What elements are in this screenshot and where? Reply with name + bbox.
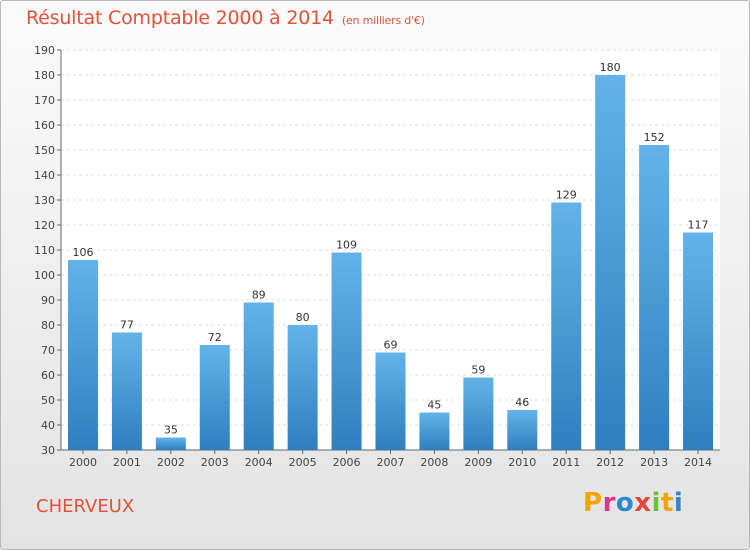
x-tick-label: 2011 bbox=[552, 456, 580, 469]
x-tick-label: 2008 bbox=[420, 456, 448, 469]
x-tick-label: 2001 bbox=[113, 456, 141, 469]
bar-2005 bbox=[287, 325, 318, 450]
value-label: 106 bbox=[72, 246, 93, 259]
value-label: 77 bbox=[120, 319, 134, 332]
logo-letter: o bbox=[615, 488, 635, 518]
bar-2003 bbox=[199, 345, 230, 450]
value-label: 59 bbox=[471, 364, 485, 377]
y-tick-label: 180 bbox=[34, 69, 55, 82]
bar-2006 bbox=[331, 252, 362, 450]
x-tick-label: 2009 bbox=[464, 456, 492, 469]
value-label: 80 bbox=[296, 311, 310, 324]
bar-2010 bbox=[507, 410, 538, 450]
x-tick-label: 2002 bbox=[157, 456, 185, 469]
logo-letter: i bbox=[673, 488, 684, 518]
bar-2002 bbox=[155, 437, 186, 450]
bar-2011 bbox=[551, 202, 582, 450]
x-tick-label: 2006 bbox=[333, 456, 361, 469]
x-tick-label: 2003 bbox=[201, 456, 229, 469]
x-tick-label: 2000 bbox=[69, 456, 97, 469]
value-label: 152 bbox=[644, 131, 665, 144]
logo-letter: P bbox=[583, 488, 603, 518]
x-tick-label: 2005 bbox=[289, 456, 317, 469]
bar-2000 bbox=[67, 260, 98, 450]
value-label: 180 bbox=[600, 61, 621, 74]
value-label: 45 bbox=[427, 399, 441, 412]
y-tick-label: 30 bbox=[41, 444, 55, 457]
x-tick-label: 2013 bbox=[640, 456, 668, 469]
value-label: 129 bbox=[556, 189, 577, 202]
value-label: 72 bbox=[208, 331, 222, 344]
value-label: 46 bbox=[515, 396, 529, 409]
y-tick-label: 110 bbox=[34, 244, 55, 257]
bar-2007 bbox=[375, 352, 406, 450]
bar-2012 bbox=[595, 75, 626, 450]
y-tick-label: 150 bbox=[34, 144, 55, 157]
x-tick-label: 2010 bbox=[508, 456, 536, 469]
place-name: CHERVEUX bbox=[36, 496, 135, 517]
logo-letter: t bbox=[660, 488, 674, 518]
bar-2013 bbox=[639, 145, 670, 450]
bar-2008 bbox=[419, 412, 450, 450]
value-label: 89 bbox=[252, 289, 266, 302]
y-tick-label: 170 bbox=[34, 94, 55, 107]
y-tick-label: 50 bbox=[41, 394, 55, 407]
x-tick-label: 2012 bbox=[596, 456, 624, 469]
bar-2004 bbox=[243, 302, 274, 450]
bar-2014 bbox=[683, 232, 714, 450]
y-tick-label: 190 bbox=[34, 44, 55, 57]
unit-label: (en milliers d'€) bbox=[341, 14, 425, 27]
x-tick-label: 2007 bbox=[377, 456, 405, 469]
y-tick-label: 70 bbox=[41, 344, 55, 357]
logo-letter: i bbox=[651, 488, 661, 518]
x-tick-label: 2004 bbox=[245, 456, 273, 469]
y-tick-label: 140 bbox=[34, 169, 55, 182]
bar-2009 bbox=[463, 377, 494, 450]
y-tick-label: 100 bbox=[34, 269, 55, 282]
x-tick-label: 2014 bbox=[684, 456, 712, 469]
y-tick-label: 130 bbox=[34, 194, 55, 207]
y-tick-label: 160 bbox=[34, 119, 55, 132]
value-label: 117 bbox=[688, 219, 709, 232]
value-label: 69 bbox=[384, 339, 398, 352]
title-text: Résultat Comptable 2000 à 2014 bbox=[26, 7, 334, 29]
value-label: 109 bbox=[336, 239, 357, 252]
proxiti-logo: Proxiti bbox=[583, 488, 683, 518]
y-tick-label: 90 bbox=[41, 294, 55, 307]
y-tick-label: 120 bbox=[34, 219, 55, 232]
y-tick-label: 60 bbox=[41, 369, 55, 382]
y-tick-label: 80 bbox=[41, 319, 55, 332]
logo-letter: x bbox=[634, 488, 652, 518]
value-label: 35 bbox=[164, 424, 178, 437]
logo-letter: r bbox=[602, 488, 616, 518]
bar-2001 bbox=[111, 332, 142, 450]
y-tick-label: 40 bbox=[41, 419, 55, 432]
chart-title: Résultat Comptable 2000 à 2014 (en millie… bbox=[26, 7, 425, 29]
